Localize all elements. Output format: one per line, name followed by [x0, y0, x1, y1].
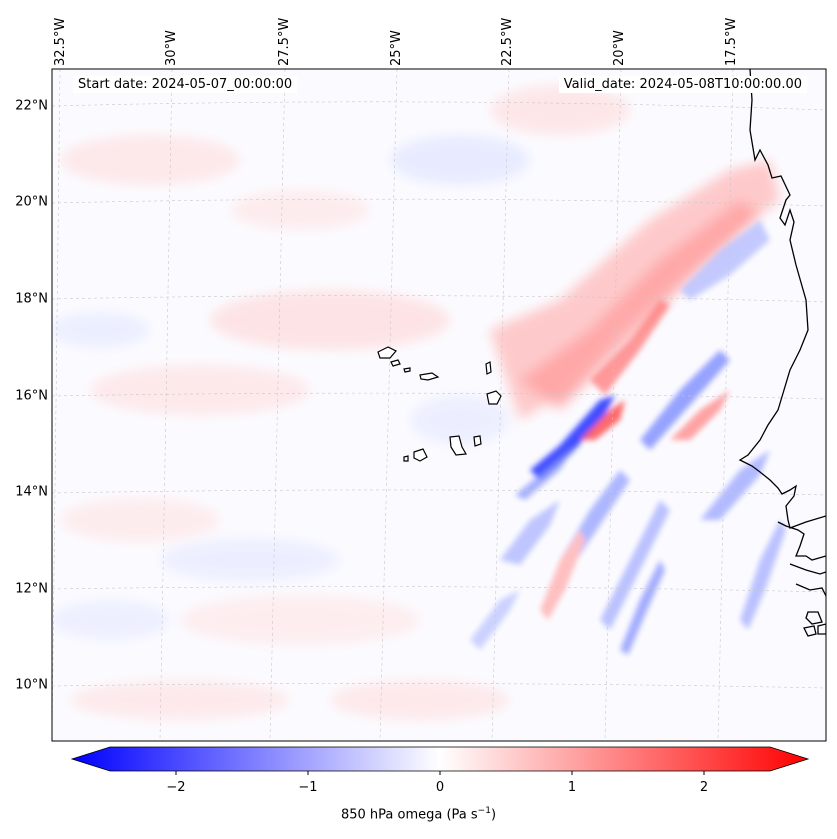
lat-label: 20°N — [15, 194, 48, 210]
omega-field — [52, 69, 826, 741]
colorbar-label: 850 hPa omega (Pa s−1) — [340, 806, 497, 823]
lon-label: 20°W — [612, 30, 627, 66]
colorbar-tick-label: 1 — [567, 780, 577, 795]
colorbar-tick-label: 0 — [435, 780, 445, 795]
cape-verde-islands — [377, 346, 502, 462]
lat-label: 16°N — [15, 388, 48, 404]
map-frame — [51, 68, 827, 742]
lat-label: 18°N — [15, 291, 48, 307]
lon-label: 22.5°W — [500, 17, 515, 66]
lat-label: 12°N — [15, 581, 48, 597]
lat-label: 22°N — [15, 98, 48, 114]
african-coastline — [738, 69, 826, 637]
lon-label: 17.5°W — [724, 17, 739, 66]
colorbar-tick-label: 2 — [699, 780, 709, 795]
colorbar-tick-label: −1 — [298, 780, 318, 795]
valid-date-label: Valid_date: 2024-05-08T10:00:00.00 — [558, 76, 807, 93]
colorbar — [70, 746, 810, 775]
lat-label: 10°N — [15, 677, 48, 693]
lon-label: 30°W — [164, 30, 179, 66]
lon-label: 32.5°W — [53, 17, 68, 66]
graticule — [52, 69, 826, 741]
lon-label: 25°W — [389, 30, 404, 66]
lat-label: 14°N — [15, 484, 48, 500]
lon-label: 27.5°W — [277, 17, 292, 66]
start-date-label: Start date: 2024-05-07_00:00:00 — [73, 76, 298, 93]
colorbar-tick-label: −2 — [166, 780, 186, 795]
